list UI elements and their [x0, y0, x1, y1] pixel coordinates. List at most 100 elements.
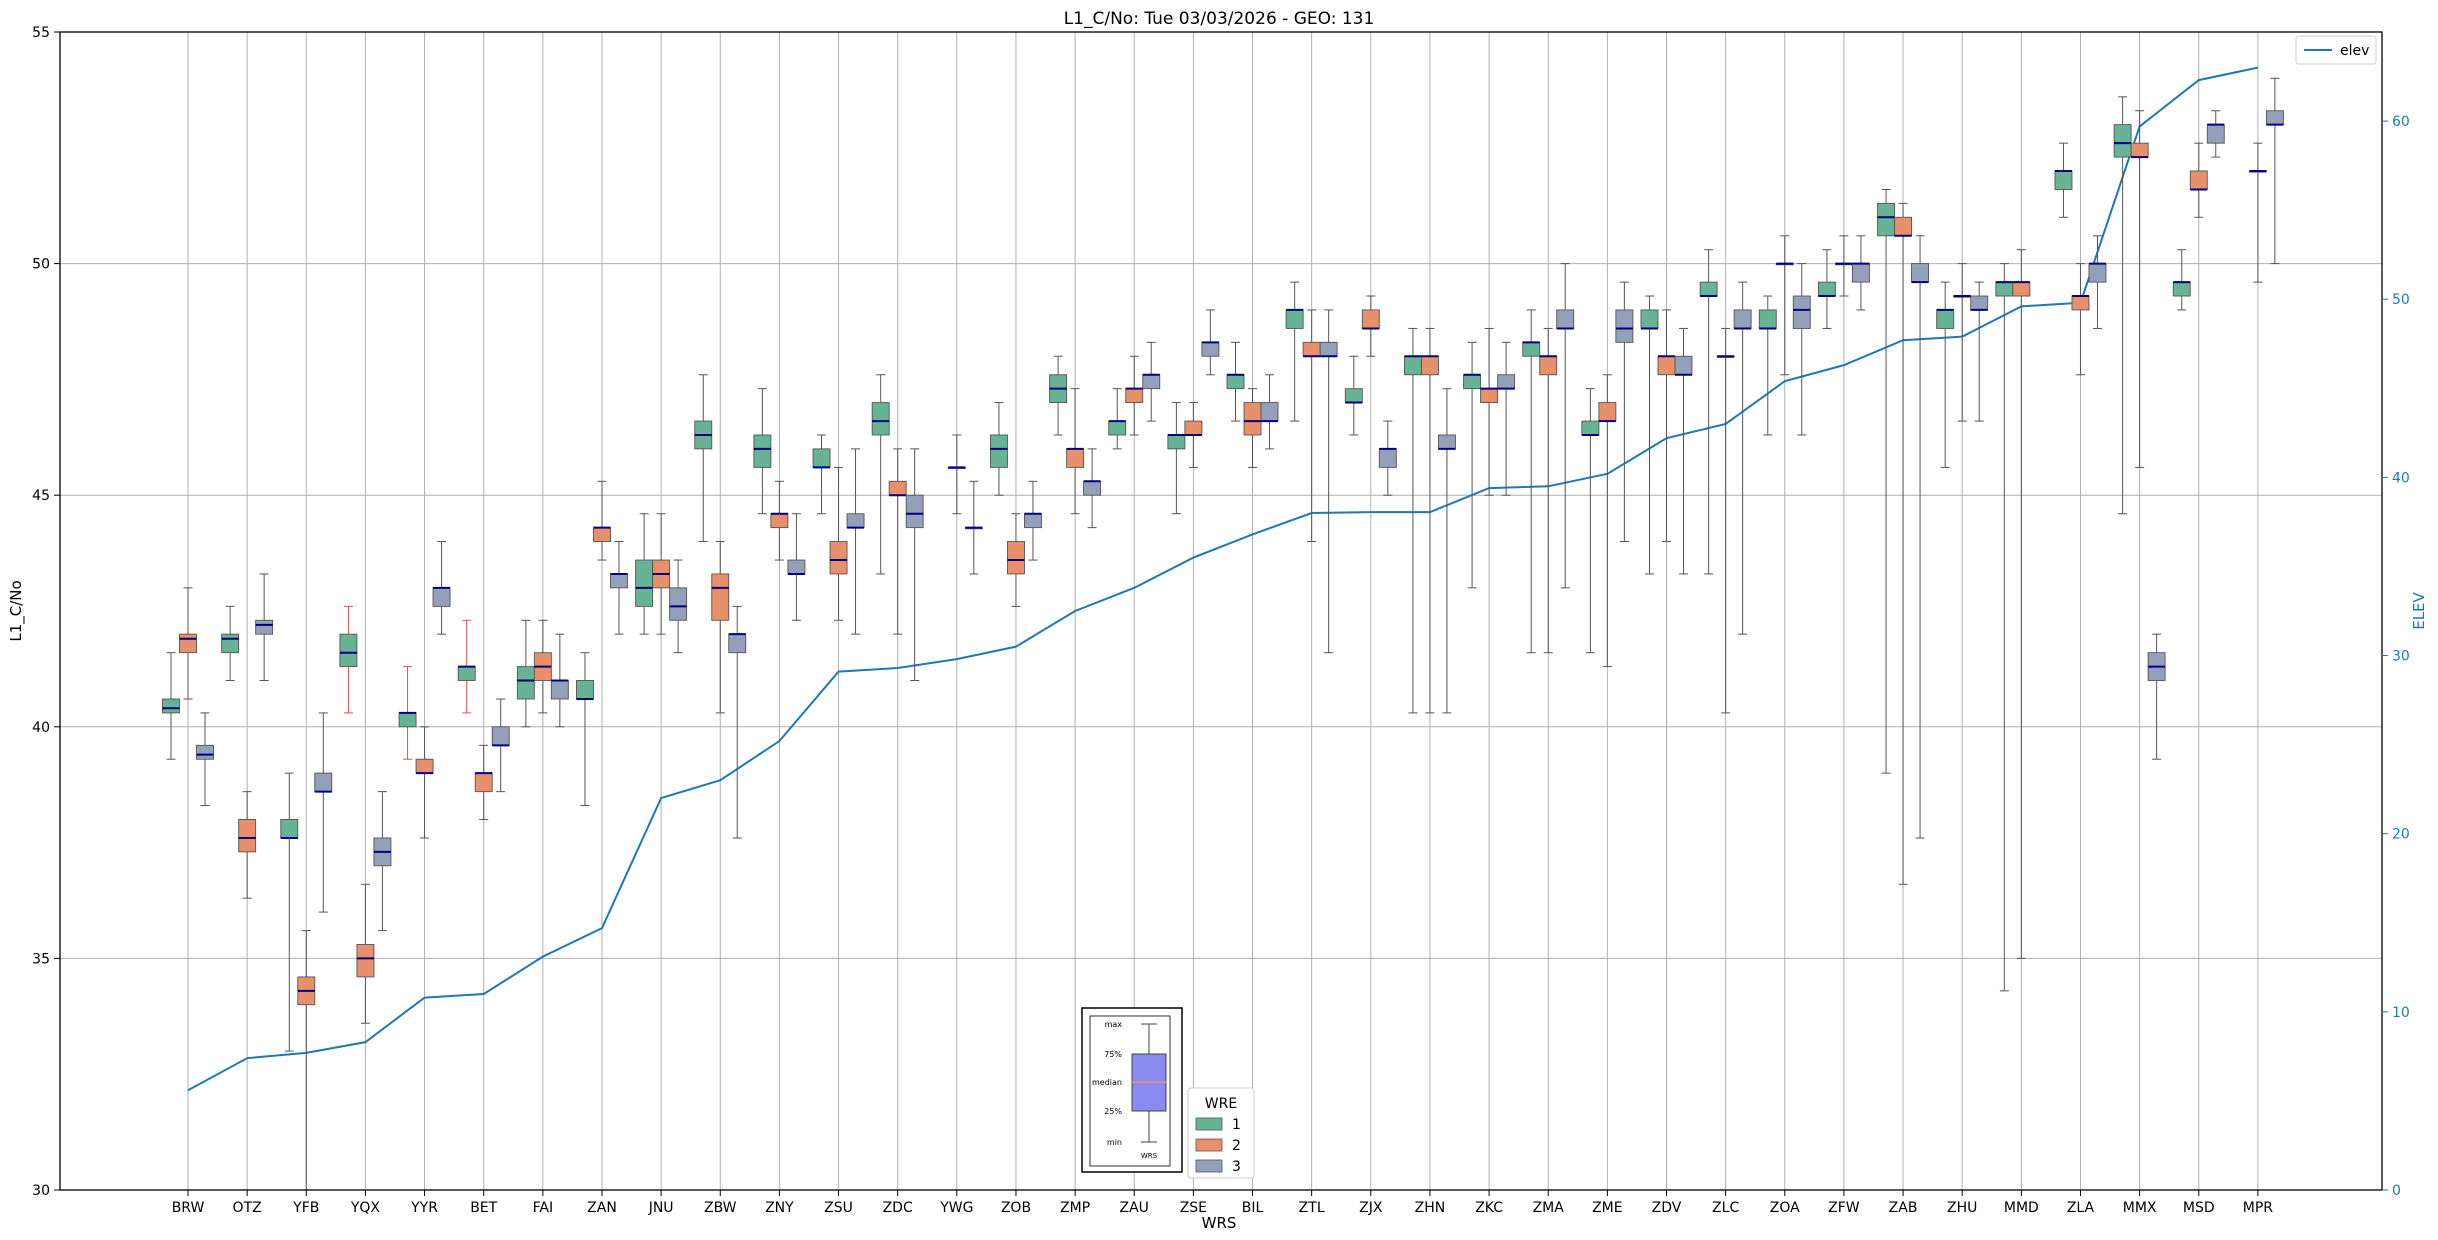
box-body	[1522, 341, 1541, 357]
box-body	[1184, 420, 1203, 436]
box-body	[1403, 355, 1422, 376]
box-body	[669, 587, 688, 621]
y-tick-label: 55	[32, 25, 50, 41]
box-body	[990, 434, 1008, 468]
box-ZHU-wre1	[1936, 281, 1955, 468]
box-body	[1817, 281, 1836, 297]
box-YYR-wre3	[432, 541, 451, 635]
box-ZKC-wre2	[1480, 327, 1499, 496]
box-ZOB-wre1	[990, 402, 1008, 496]
x-tick-label: ZNY	[765, 1200, 794, 1216]
box-body	[1970, 295, 1989, 311]
box-body	[221, 633, 240, 654]
chart-title: L1_C/No: Tue 03/03/2026 - GEO: 131	[1064, 9, 1375, 29]
box-ZFW-wre3	[1851, 235, 1870, 311]
box-ZAN-wre1	[576, 652, 594, 807]
box-FAI-wre3	[550, 633, 569, 728]
x-tick-label: ZKC	[1475, 1200, 1503, 1216]
box-MMX-wre2	[2130, 110, 2149, 468]
box-BET-wre3	[491, 698, 510, 793]
x-tick-label: ZAU	[1120, 1200, 1149, 1216]
wre-legend-label-2: 2	[1232, 1138, 1241, 1154]
box-body	[1497, 374, 1516, 390]
box-ZME-wre3	[1615, 281, 1634, 543]
box-body	[1260, 402, 1279, 422]
y-tick-label: 50	[32, 257, 50, 273]
box-ZDC-wre2	[888, 448, 907, 635]
box-body	[728, 633, 747, 654]
y2-tick-label: 0	[2392, 1183, 2401, 1199]
x-tick-label: MSD	[2183, 1200, 2215, 1216]
y-tick-label: 35	[32, 951, 50, 967]
x-tick-label: ZDC	[883, 1200, 913, 1216]
box-ZJX-wre2	[1361, 295, 1380, 357]
box-YFB-wre1	[280, 772, 299, 1052]
box-ZMA-wre1	[1522, 309, 1541, 654]
box-body	[2088, 263, 2107, 283]
box-body	[1201, 341, 1220, 357]
box-ZTL-wre3	[1319, 309, 1338, 654]
x-tick-label: ZTL	[1299, 1200, 1325, 1216]
y-axis-label: L1_C/No	[7, 580, 26, 641]
box-ZSE-wre2	[1184, 402, 1203, 468]
box-body	[550, 680, 569, 700]
y-tick-label: 45	[32, 488, 50, 504]
box-body	[516, 666, 535, 700]
x-tick-label: FAI	[533, 1200, 553, 1216]
x-tick-label: MMD	[2004, 1200, 2039, 1216]
box-body	[1640, 309, 1659, 329]
box-body	[1066, 448, 1085, 468]
x-tick-label: ZBW	[704, 1200, 737, 1216]
box-body	[576, 680, 594, 700]
box-body	[711, 573, 730, 621]
box-body	[491, 726, 510, 746]
wre-legend-swatch-1	[1195, 1117, 1223, 1131]
box-body	[1420, 355, 1439, 376]
box-body	[1024, 513, 1042, 529]
box-body	[787, 559, 806, 575]
box-body	[162, 698, 180, 714]
box-body	[1243, 402, 1262, 436]
box-body	[871, 402, 890, 436]
box-body	[2265, 110, 2284, 126]
box-ZAU-wre1	[1108, 388, 1127, 450]
box-OTZ-wre1	[221, 605, 240, 681]
elev-legend-frame	[2295, 35, 2377, 65]
box-ZAB-wre3	[1911, 235, 1930, 839]
box-ZOA-wre3	[1792, 263, 1811, 436]
box-body	[1378, 448, 1397, 468]
box-body	[1581, 420, 1600, 436]
box-ZDV-wre2	[1657, 309, 1676, 543]
box-BRW-wre2	[179, 587, 197, 700]
box-OTZ-wre3	[255, 573, 274, 681]
box-body	[1480, 388, 1499, 404]
box-ZFW-wre2	[1834, 235, 1853, 297]
box-MSD-wre2	[2189, 142, 2208, 218]
box-ZMA-wre2	[1539, 327, 1558, 654]
box-body	[2012, 281, 2031, 297]
box-ZAB-wre1	[1877, 188, 1896, 774]
box-body	[2054, 170, 2073, 190]
box-ZDC-wre1	[871, 374, 890, 575]
boxplot-key-inner-frame	[1089, 1015, 1171, 1167]
box-body	[415, 758, 434, 774]
box-BRW-wre3	[196, 712, 214, 807]
box-MMX-wre1	[2113, 96, 2132, 515]
box-JNU-wre3	[669, 559, 688, 654]
box-body	[770, 513, 789, 529]
box-ZJX-wre3	[1378, 420, 1397, 496]
box-body	[888, 480, 907, 496]
box-ZLA-wre2	[2071, 263, 2090, 376]
box-ZOA-wre2	[1775, 235, 1794, 376]
box-body	[846, 513, 865, 529]
box-YFB-wre2	[297, 930, 316, 1190]
y2-tick-label: 10	[2392, 1005, 2410, 1021]
x-tick-label: ZMA	[1533, 1200, 1565, 1216]
box-ZAN-wre3	[610, 541, 628, 635]
x-tick-label: ZDV	[1652, 1200, 1682, 1216]
box-body	[1733, 309, 1752, 329]
box-ZTL-wre1	[1285, 281, 1304, 422]
box-ZLC-wre3	[1733, 281, 1752, 635]
box-ZBW-wre2	[711, 541, 730, 714]
box-body	[1361, 309, 1380, 329]
